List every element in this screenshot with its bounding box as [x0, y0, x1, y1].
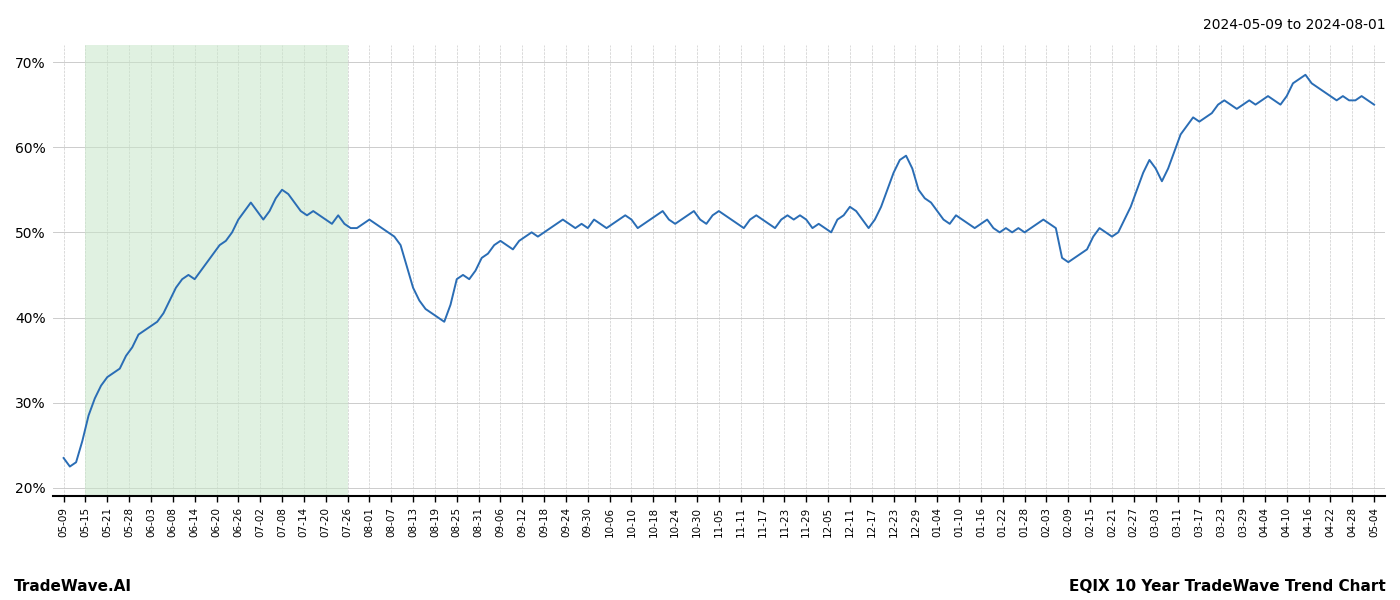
Bar [85, 45, 347, 496]
Text: 2024-05-09 to 2024-08-01: 2024-05-09 to 2024-08-01 [1204, 18, 1386, 32]
Text: TradeWave.AI: TradeWave.AI [14, 579, 132, 594]
Text: EQIX 10 Year TradeWave Trend Chart: EQIX 10 Year TradeWave Trend Chart [1070, 579, 1386, 594]
